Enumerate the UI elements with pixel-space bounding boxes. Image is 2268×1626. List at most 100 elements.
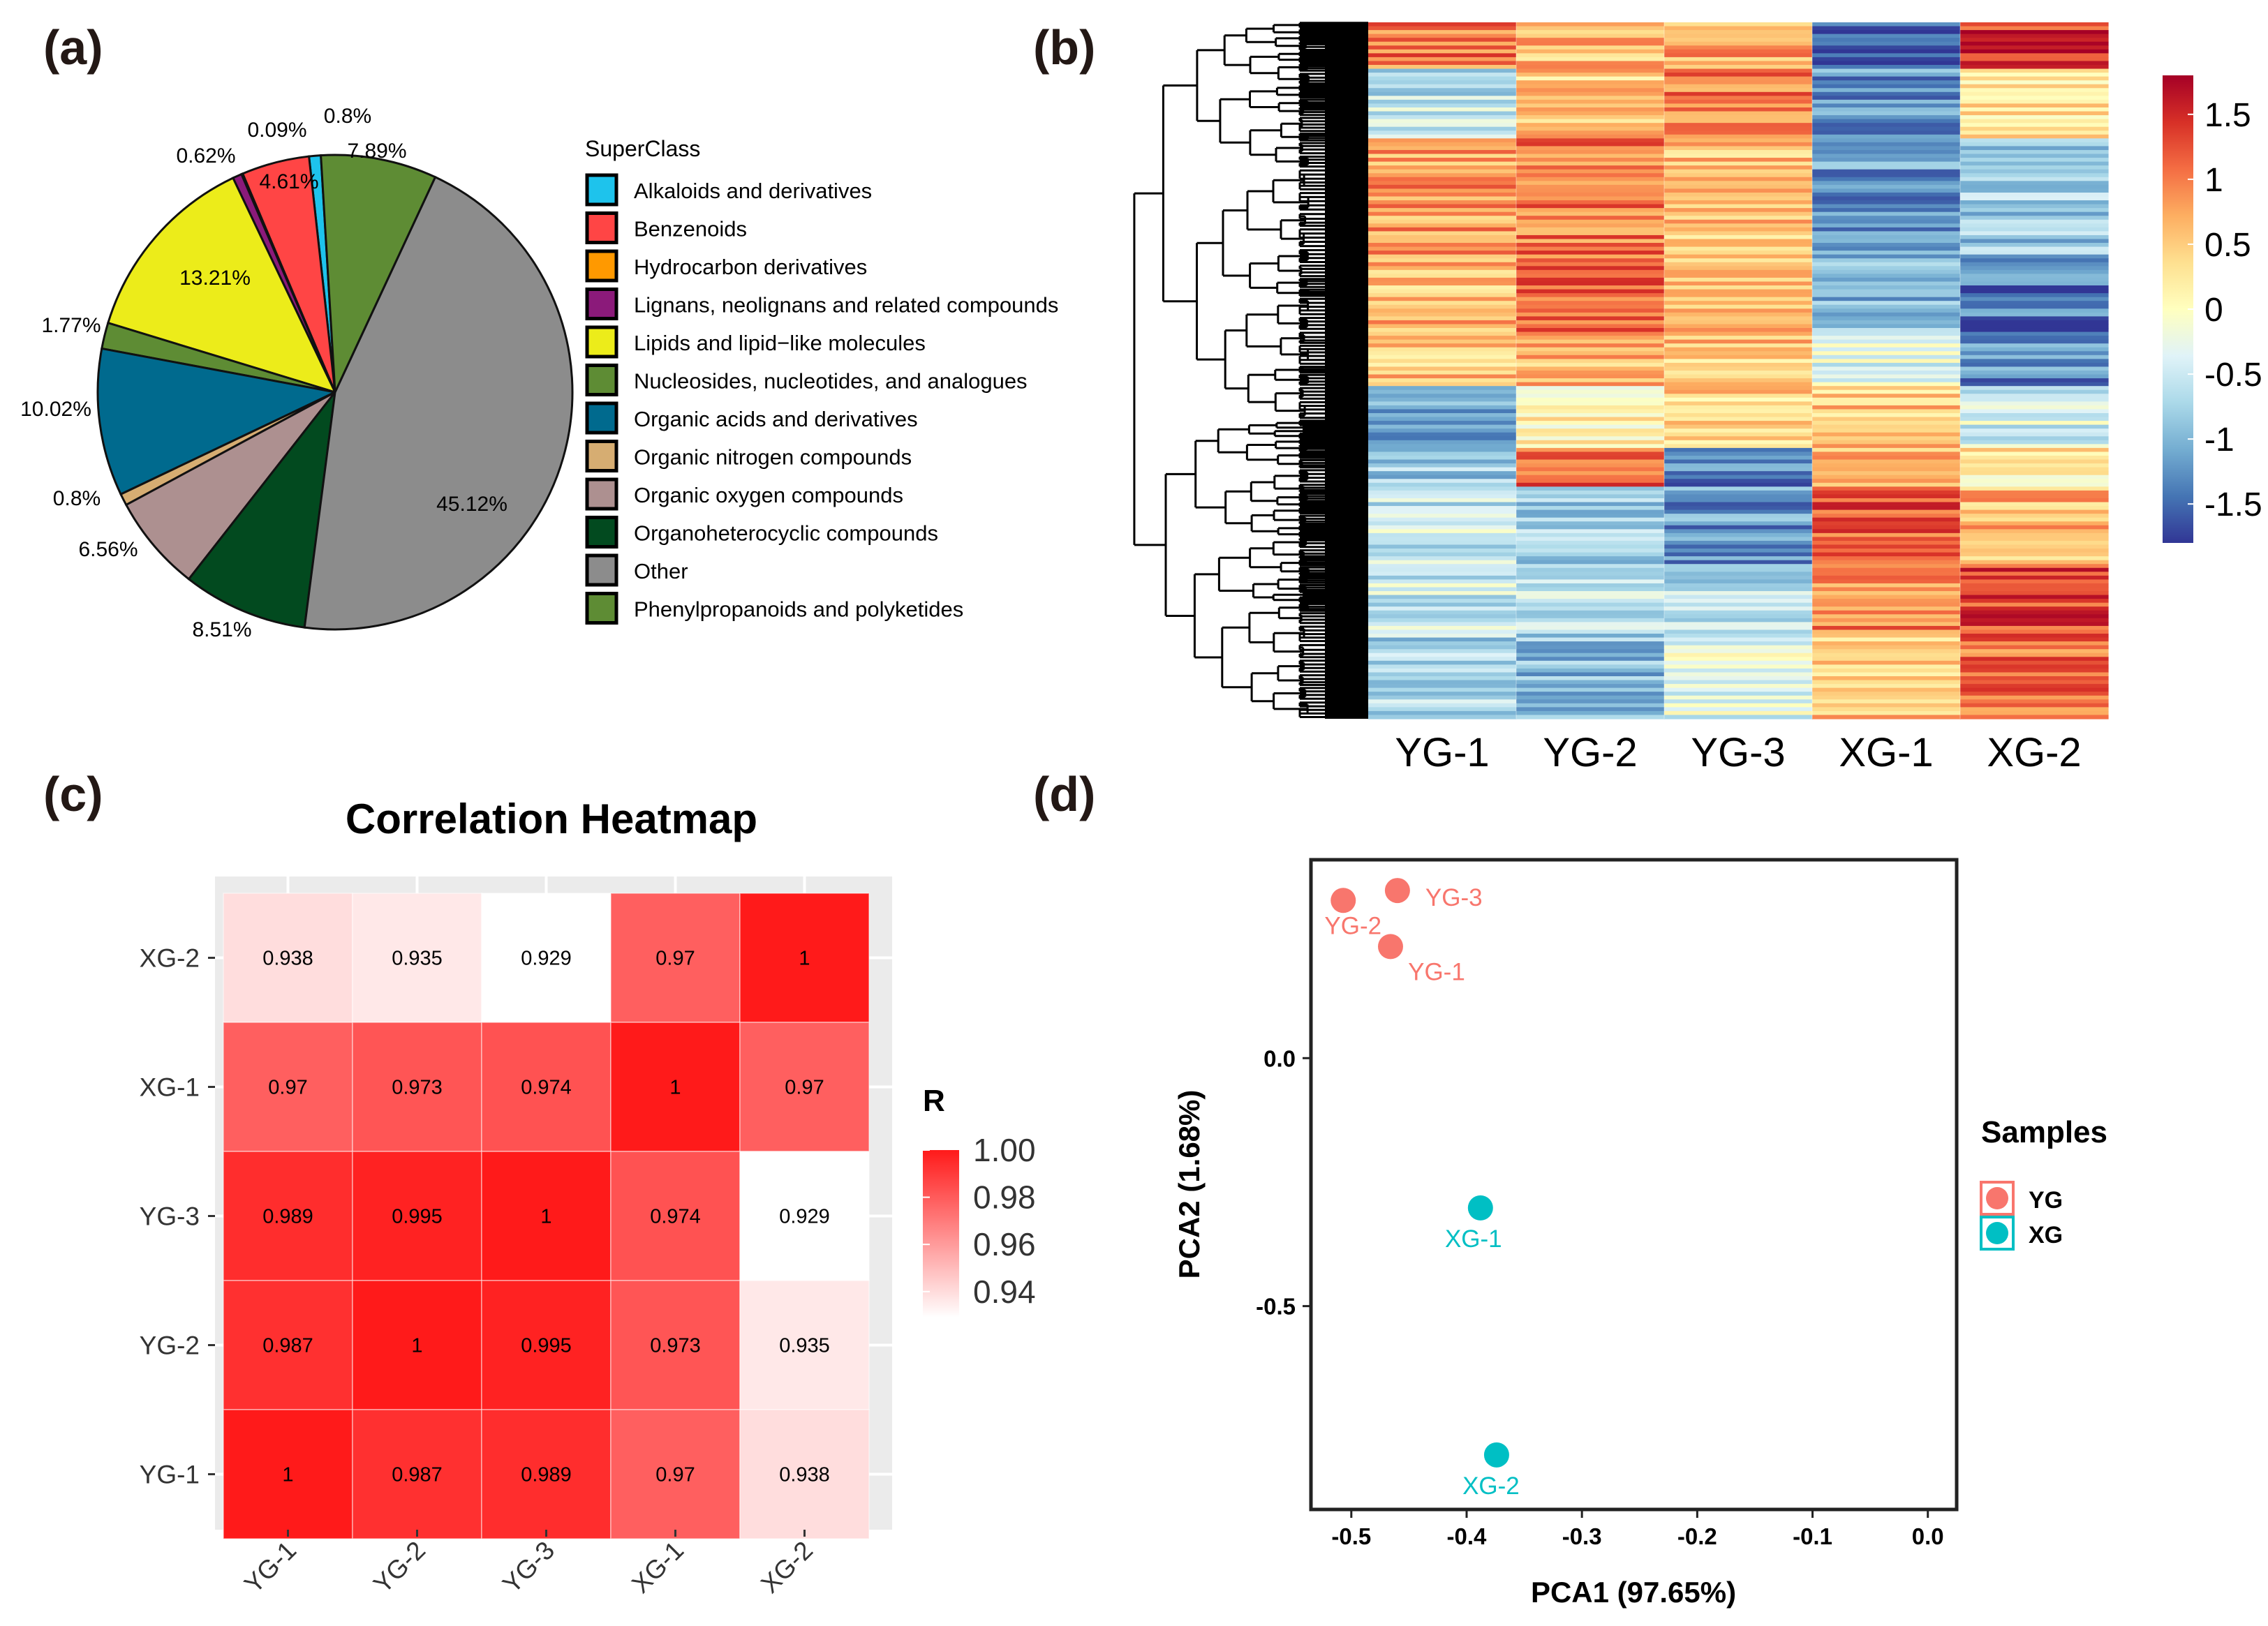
heatmap-cell (1516, 316, 1665, 321)
expression-heatmap (1368, 22, 2109, 719)
heatmap-cell (1812, 343, 1961, 348)
heatmap-cell (1664, 417, 1813, 422)
heatmap-cell (1516, 625, 1665, 631)
pie-label-8: 0.8% (53, 487, 101, 510)
pie-legend-swatch-10 (585, 516, 618, 549)
heatmap-cell (1960, 231, 2109, 236)
heatmap-cell (1664, 537, 1813, 542)
heatmap-cell (1516, 33, 1665, 38)
heatmap-cell (1812, 532, 1961, 538)
heatmap-cell (1960, 73, 2109, 77)
heatmap-cell (1516, 243, 1665, 248)
heatmap-cell (1664, 142, 1813, 147)
heatmap-cell (1812, 216, 1961, 221)
heatmap-cell (1664, 266, 1813, 271)
heatmap-cell (1516, 41, 1665, 46)
heatmap-cell (1516, 126, 1665, 131)
heatmap-cell (1516, 246, 1665, 251)
heatmap-cell (1960, 440, 2109, 445)
heatmap-cell (1664, 208, 1813, 213)
heatmap-cell (1812, 595, 1961, 599)
heatmap-cell (1368, 587, 1517, 592)
heatmap-cell (1664, 634, 1813, 639)
panel-label-a: (a) (43, 20, 103, 75)
heatmap-cell (1664, 652, 1813, 657)
correlation-cell (610, 1280, 741, 1410)
heatmap-cell (1368, 351, 1517, 356)
heatmap-cell (1960, 184, 2109, 190)
heatmap-cell (1960, 111, 2109, 116)
heatmap-cell (1812, 331, 1961, 336)
heatmap-cell (1664, 111, 1813, 116)
heatmap-cell (1516, 304, 1665, 309)
heatmap-column-labels: YG-1 YG-2 YG-3 XG-1 XG-2 (1395, 730, 2081, 775)
heatmap-cell (1368, 606, 1517, 611)
pca-y-axis-title: PCA2 (1.68%) (1173, 1090, 1206, 1279)
heatmap-cell (1960, 196, 2109, 201)
heatmap-cell (1812, 672, 1961, 677)
heatmap-cell (1960, 200, 2109, 205)
heatmap-cell (1664, 177, 1813, 181)
heatmap-cell (1516, 134, 1665, 139)
heatmap-cell (1664, 452, 1813, 456)
pie-label-5: 13.21% (179, 267, 251, 290)
heatmap-cell (1664, 424, 1813, 429)
heatmap-cell (1812, 103, 1961, 108)
heatmap-cell (1664, 599, 1813, 604)
heatmap-cell (1664, 107, 1813, 112)
heatmap-cell (1516, 409, 1665, 414)
heatmap-cell (1664, 285, 1813, 290)
heatmap-cell (1368, 103, 1517, 108)
heatmap-cell (1960, 88, 2109, 93)
heatmap-cell (1516, 374, 1665, 379)
heatmap-cell (1960, 289, 2109, 294)
heatmap-cell (1664, 184, 1813, 190)
correlation-cell (739, 893, 870, 1023)
heatmap-cell (1812, 506, 1961, 511)
heatmap-cell (1368, 366, 1517, 371)
pie-label-12: 7.89% (347, 140, 406, 163)
heatmap-cell (1516, 192, 1665, 197)
heatmap-cell (1516, 506, 1665, 511)
heatmap-cell (1516, 173, 1665, 178)
heatmap-cell (1812, 308, 1961, 313)
correlation-value: 0.929 (779, 1206, 830, 1228)
heatmap-cell (1812, 347, 1961, 352)
heatmap-cell (1368, 482, 1517, 487)
pie-legend-swatch-6 (585, 364, 618, 396)
heatmap-cell (1368, 355, 1517, 359)
heatmap-cell (1960, 567, 2109, 572)
heatmap-cell (1812, 41, 1961, 46)
heatmap-cell (1368, 73, 1517, 77)
heatmap-cell (1664, 339, 1813, 344)
heatmap-cell (1960, 165, 2109, 170)
heatmap-cell (1368, 165, 1517, 170)
heatmap-cell (1516, 622, 1665, 627)
heatmap-cell (1516, 386, 1665, 391)
correlation-cell (223, 893, 353, 1023)
correlation-value: 1 (411, 1335, 422, 1357)
heatmap-cell (1812, 475, 1961, 479)
heatmap-cell (1812, 463, 1961, 468)
heatmap-cell (1516, 417, 1665, 422)
heatmap-cell (1960, 409, 2109, 414)
heatmap-cell (1368, 308, 1517, 313)
heatmap-cell (1960, 149, 2109, 155)
heatmap-cell (1664, 119, 1813, 124)
heatmap-cell (1664, 231, 1813, 236)
heatmap-cell (1368, 243, 1517, 248)
heatmap-cell (1812, 366, 1961, 371)
heatmap-cell (1516, 158, 1665, 163)
heatmap-cell (1812, 181, 1961, 186)
heatmap-cell (1368, 289, 1517, 294)
heatmap-cell (1812, 281, 1961, 286)
heatmap-cell (1516, 146, 1665, 151)
heatmap-cell (1368, 188, 1517, 193)
heatmap-cell (1516, 103, 1665, 108)
heatmap-cell (1960, 529, 2109, 534)
heatmap-cell (1368, 452, 1517, 456)
heatmap-cell (1960, 595, 2109, 599)
pie-legend-swatch-4 (585, 288, 618, 320)
heatmap-cell (1812, 149, 1961, 155)
heatmap-cell (1664, 274, 1813, 278)
